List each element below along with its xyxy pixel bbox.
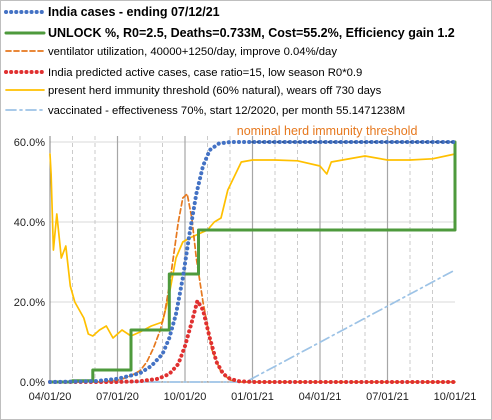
series-line-3 [48, 298, 457, 384]
x-tick-label: 01/01/21 [231, 391, 274, 403]
legend: India cases - ending 07/12/21 UNLOCK %, R… [4, 5, 455, 117]
x-tick-label: 07/01/20 [96, 391, 139, 403]
series-line-1 [48, 140, 457, 384]
series-group [48, 140, 457, 384]
x-tick-label: 10/01/21 [434, 391, 477, 403]
x-tick-label: 04/01/20 [29, 391, 72, 403]
y-tick-label: 0.0% [20, 377, 45, 389]
herd-immunity-annotation: nominal herd immunity threshold [237, 124, 418, 138]
x-tick-label: 04/01/21 [299, 391, 342, 403]
x-tick-label: 10/01/20 [164, 391, 207, 403]
legend-label: India predicted active cases, case ratio… [48, 67, 362, 79]
legend-label: vaccinated - effectiveness 70%, start 12… [48, 105, 405, 117]
legend-label: ventilator utilization, 40000+1250/day, … [48, 46, 337, 58]
y-tick-label: 40.0% [14, 217, 45, 229]
tick-labels: 0.0% 20.0% 40.0% 60.0% 04/01/20 07/01/20 10/01… [14, 137, 477, 403]
gridlines [50, 136, 455, 382]
x-tick-label: 07/01/21 [366, 391, 409, 403]
legend-label: India cases - ending 07/12/21 [48, 5, 220, 19]
y-tick-label: 20.0% [14, 297, 45, 309]
series-line-4 [49, 153, 456, 339]
legend-label: present herd immunity threshold (60% nat… [48, 85, 382, 97]
y-tick-label: 60.0% [14, 137, 45, 149]
legend-label: UNLOCK %, R0=2.5, Deaths=0.733M, Cost=55… [48, 26, 455, 40]
